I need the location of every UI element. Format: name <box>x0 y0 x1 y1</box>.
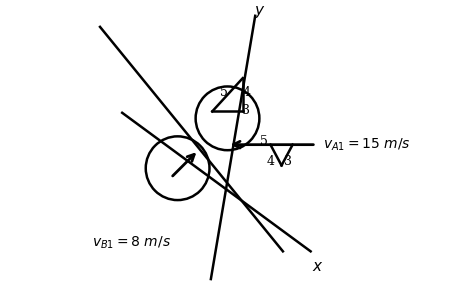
Text: $x$: $x$ <box>312 260 324 274</box>
Text: 4: 4 <box>266 155 274 168</box>
Text: $v_{B1} = 8\ m/s$: $v_{B1} = 8\ m/s$ <box>92 235 171 251</box>
Text: $v_{A1} = 15\ m/s$: $v_{A1} = 15\ m/s$ <box>323 136 411 153</box>
Text: 5: 5 <box>220 86 228 98</box>
Text: 3: 3 <box>284 155 292 168</box>
Text: 5: 5 <box>260 134 268 148</box>
Text: 4: 4 <box>243 86 251 99</box>
Text: 3: 3 <box>243 104 250 117</box>
Text: $y$: $y$ <box>253 4 265 20</box>
